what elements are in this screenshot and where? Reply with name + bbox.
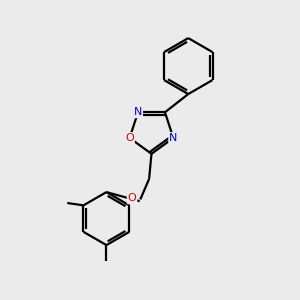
Text: O: O: [125, 133, 134, 143]
Text: N: N: [169, 133, 178, 143]
Text: N: N: [134, 107, 142, 117]
Text: O: O: [128, 193, 136, 203]
